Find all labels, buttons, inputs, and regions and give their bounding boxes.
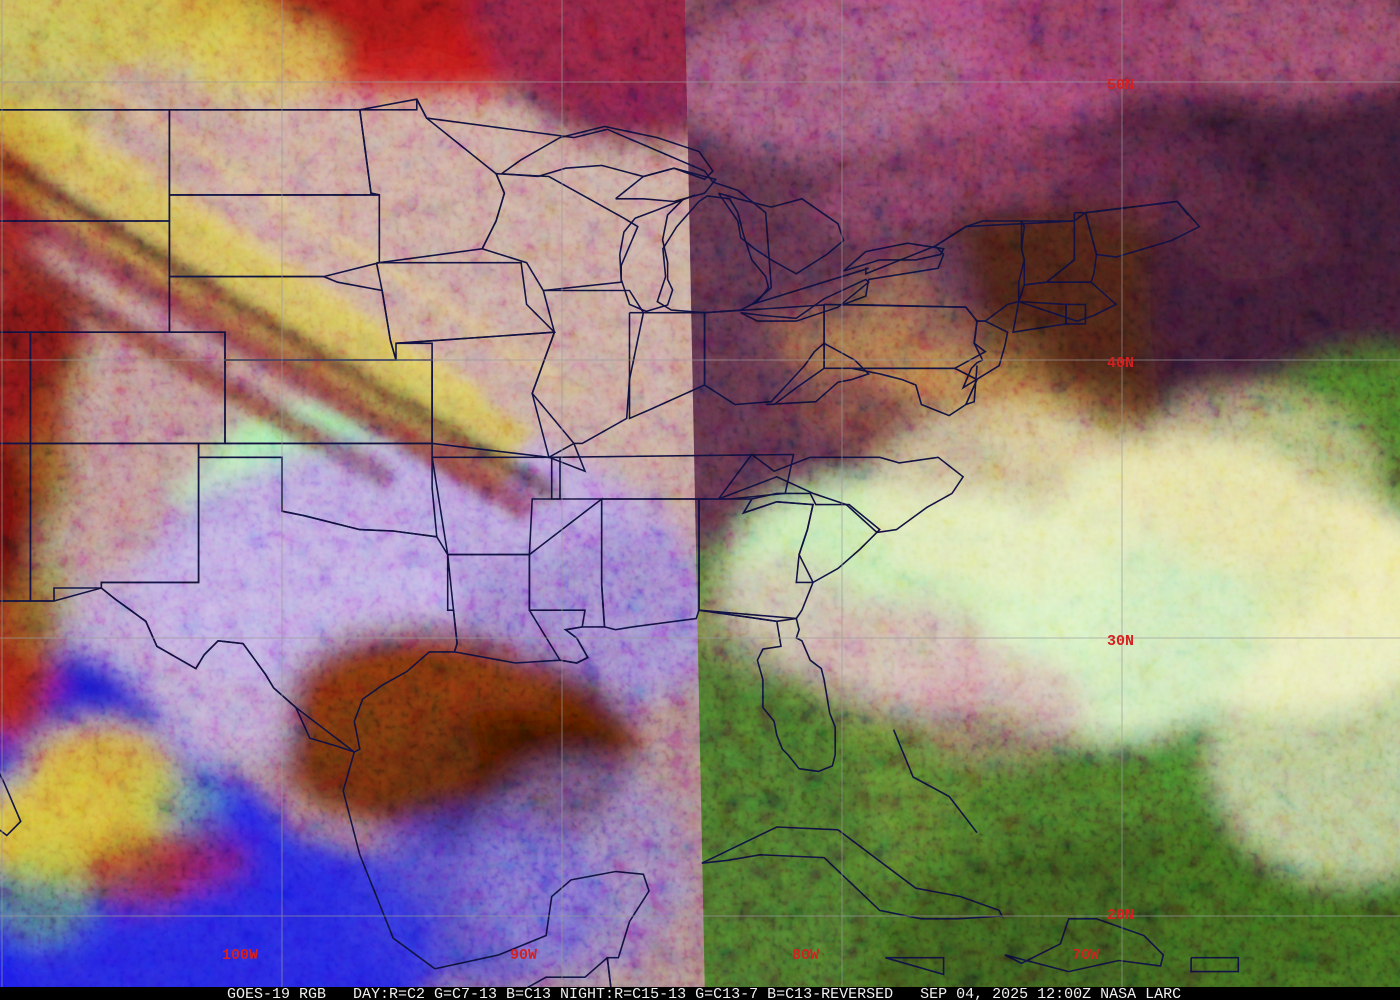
- svg-text:70W: 70W: [1072, 947, 1099, 964]
- svg-text:50N: 50N: [1107, 77, 1134, 94]
- svg-text:20N: 20N: [1107, 907, 1134, 924]
- svg-text:80W: 80W: [792, 947, 819, 964]
- svg-text:GOES-19 RGB DAY:R=C2 G=C7-13: GOES-19 RGB DAY:R=C2 G=C7-13 B=C13 NIGHT…: [227, 986, 1181, 1000]
- svg-text:30N: 30N: [1107, 633, 1134, 650]
- svg-text:100W: 100W: [222, 947, 258, 964]
- svg-text:40N: 40N: [1107, 355, 1134, 372]
- svg-text:90W: 90W: [510, 947, 537, 964]
